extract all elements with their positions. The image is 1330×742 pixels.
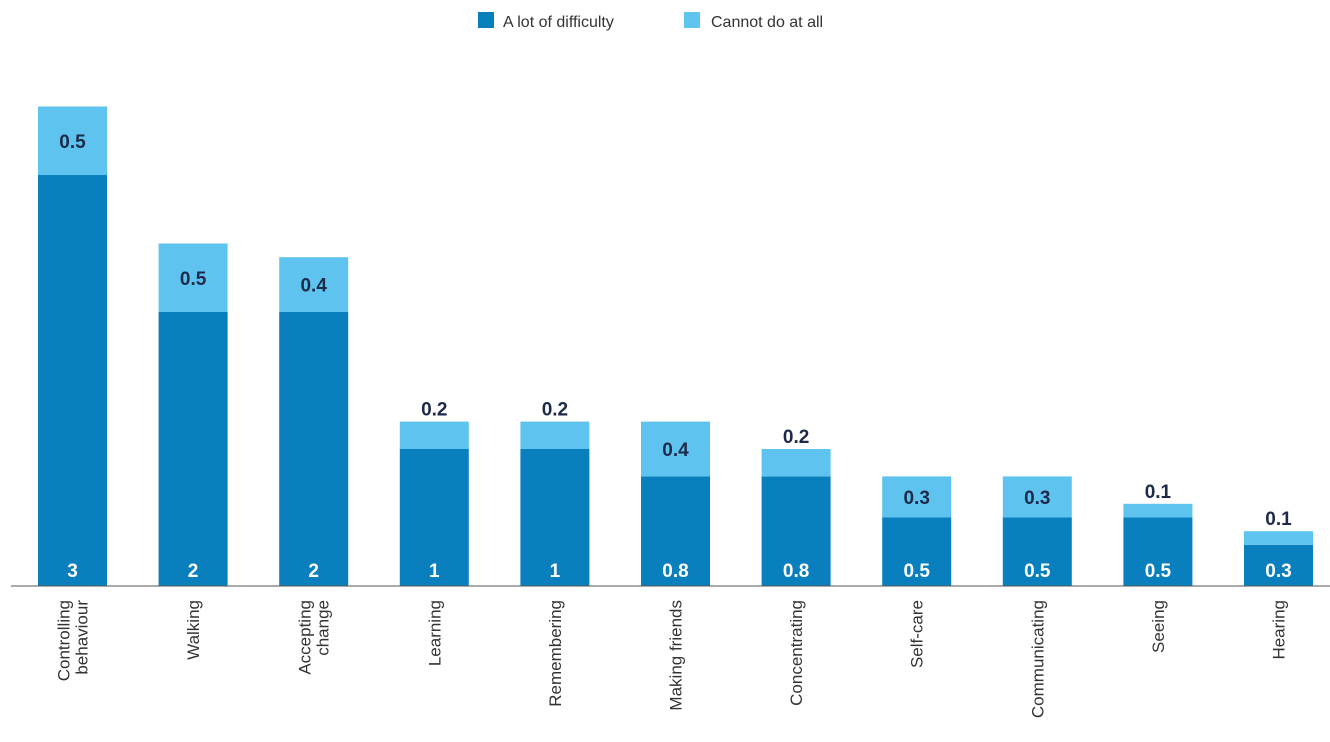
value-label-a-lot-of-difficulty-communicating: 0.5 xyxy=(1024,561,1051,582)
value-label-cannot-do-at-all-concentrating: 0.2 xyxy=(783,427,809,448)
bar-cannot-do-at-all-learning xyxy=(399,421,469,449)
bar-a-lot-of-difficulty-remembering xyxy=(520,449,590,586)
value-label-cannot-do-at-all-seeing: 0.1 xyxy=(1145,482,1172,503)
bar-cannot-do-at-all-accepting-change xyxy=(279,257,349,312)
bar-a-lot-of-difficulty-walking xyxy=(158,312,228,586)
category-labels: Controllingbehaviour Walking Acceptingchan… xyxy=(55,600,1289,718)
category-label-self-care: Self-care xyxy=(908,600,927,668)
value-label-cannot-do-at-all-making-friends: 0.4 xyxy=(662,440,689,461)
category-label-controlling-behaviour: Controllingbehaviour xyxy=(55,600,92,682)
value-label-a-lot-of-difficulty-self-care: 0.5 xyxy=(903,561,930,582)
category-label-communicating: Communicating xyxy=(1028,600,1047,718)
bars-group: 3 0.5 2 0.5 2 0.4 1 0.2 1 0.2 0.8 0.4 0.8 0.2 0.5 0.3 0.… xyxy=(38,106,1313,586)
value-label-a-lot-of-difficulty-remembering: 1 xyxy=(550,561,561,582)
value-label-cannot-do-at-all-controlling-behaviour: 0.5 xyxy=(59,132,86,153)
value-label-cannot-do-at-all-accepting-change: 0.4 xyxy=(300,276,327,297)
category-label-seeing: Seeing xyxy=(1149,600,1168,653)
bar-cannot-do-at-all-concentrating xyxy=(761,449,831,477)
value-label-a-lot-of-difficulty-seeing: 0.5 xyxy=(1145,561,1172,582)
category-label-learning: Learning xyxy=(425,600,444,666)
bar-a-lot-of-difficulty-learning xyxy=(399,449,469,586)
value-label-a-lot-of-difficulty-controlling-behaviour: 3 xyxy=(67,561,78,582)
value-label-a-lot-of-difficulty-walking: 2 xyxy=(188,561,199,582)
value-label-cannot-do-at-all-walking: 0.5 xyxy=(180,269,207,290)
value-label-cannot-do-at-all-self-care: 0.3 xyxy=(903,488,929,509)
value-label-cannot-do-at-all-remembering: 0.2 xyxy=(542,400,568,421)
value-label-a-lot-of-difficulty-concentrating: 0.8 xyxy=(783,561,809,582)
value-label-cannot-do-at-all-hearing: 0.1 xyxy=(1265,509,1292,530)
value-label-cannot-do-at-all-communicating: 0.3 xyxy=(1024,488,1050,509)
bar-a-lot-of-difficulty-controlling-behaviour xyxy=(38,175,107,586)
category-label-hearing: Hearing xyxy=(1270,600,1289,660)
bar-a-lot-of-difficulty-concentrating xyxy=(761,476,831,586)
bar-cannot-do-at-all-communicating xyxy=(1002,476,1072,518)
value-label-a-lot-of-difficulty-accepting-change: 2 xyxy=(308,561,319,582)
bar-cannot-do-at-all-walking xyxy=(158,243,228,312)
value-label-a-lot-of-difficulty-hearing: 0.3 xyxy=(1265,561,1291,582)
bar-cannot-do-at-all-seeing xyxy=(1123,503,1193,518)
legend: A lot of difficulty Cannot do at all xyxy=(478,12,823,31)
value-label-a-lot-of-difficulty-learning: 1 xyxy=(429,561,440,582)
bar-a-lot-of-difficulty-accepting-change xyxy=(279,312,349,586)
value-label-cannot-do-at-all-learning: 0.2 xyxy=(421,400,447,421)
bar-cannot-do-at-all-remembering xyxy=(520,421,590,449)
category-label-walking: Walking xyxy=(184,600,203,660)
category-label-concentrating: Concentrating xyxy=(787,600,806,706)
bar-a-lot-of-difficulty-making-friends xyxy=(641,476,710,586)
value-label-a-lot-of-difficulty-making-friends: 0.8 xyxy=(662,561,688,582)
bar-a-lot-of-difficulty-hearing xyxy=(1244,544,1313,586)
legend-swatch-a-lot-of-difficulty xyxy=(478,12,494,28)
bar-cannot-do-at-all-hearing xyxy=(1244,531,1313,545)
category-label-remembering: Remembering xyxy=(546,600,565,707)
bar-a-lot-of-difficulty-self-care xyxy=(882,517,952,586)
bar-a-lot-of-difficulty-communicating xyxy=(1002,517,1072,586)
bar-cannot-do-at-all-self-care xyxy=(882,476,952,518)
bar-cannot-do-at-all-controlling-behaviour xyxy=(38,106,107,175)
legend-label-a-lot-of-difficulty: A lot of difficulty xyxy=(503,14,614,31)
legend-label-cannot-do-at-all: Cannot do at all xyxy=(711,14,823,31)
legend-swatch-cannot-do-at-all xyxy=(684,12,700,28)
category-label-making-friends: Making friends xyxy=(667,600,686,711)
bar-a-lot-of-difficulty-seeing xyxy=(1123,517,1193,586)
bar-cannot-do-at-all-making-friends xyxy=(641,421,710,477)
category-label-accepting-change: Acceptingchange xyxy=(296,600,333,675)
